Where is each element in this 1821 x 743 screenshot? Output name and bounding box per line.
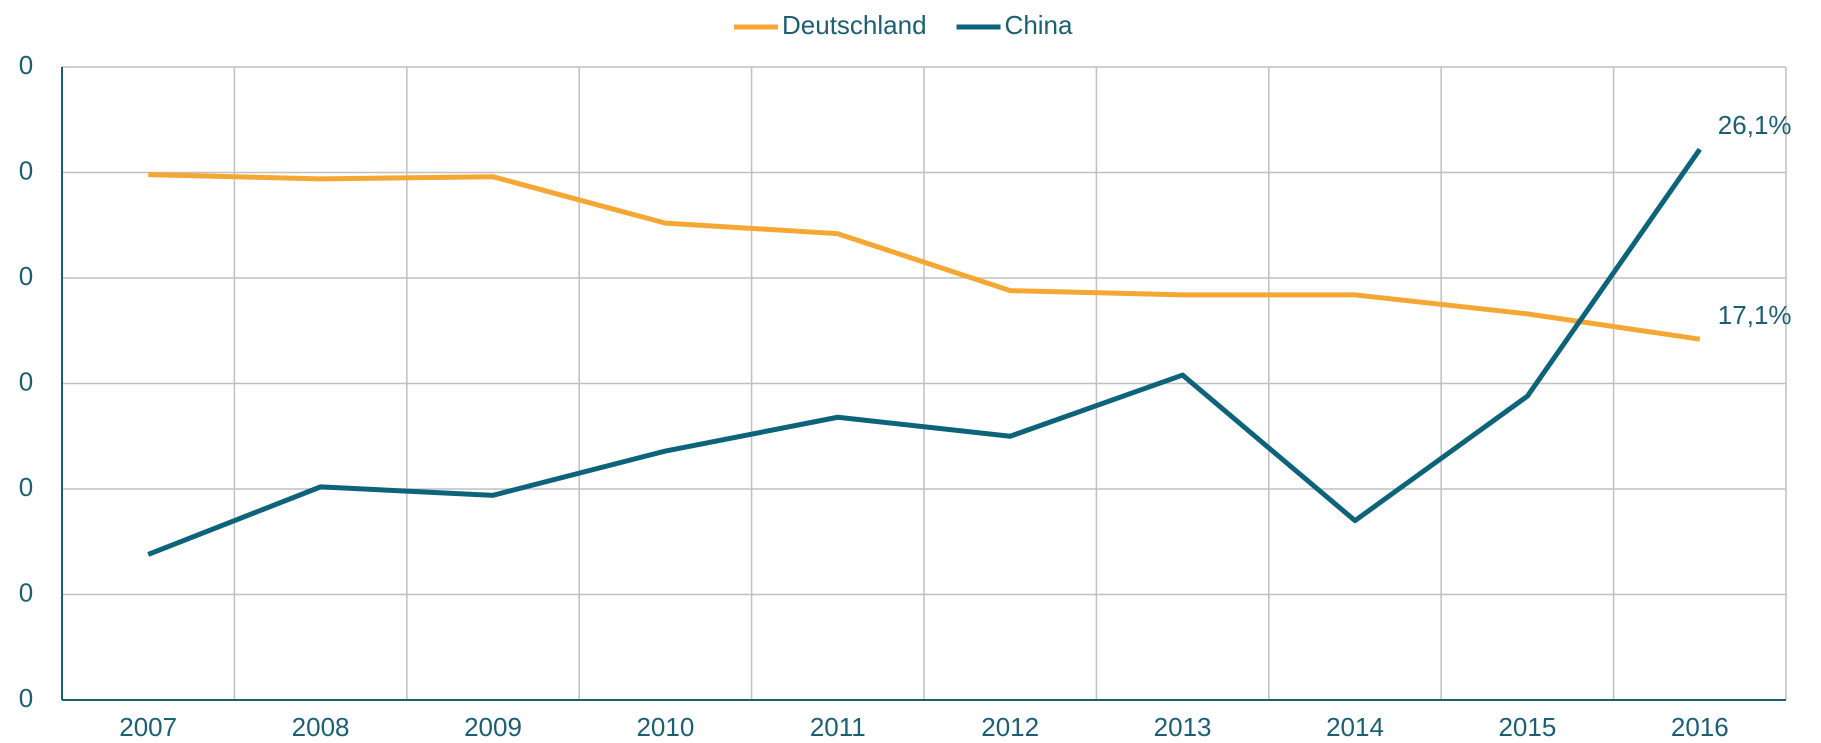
x-tick-label: 2011 xyxy=(810,712,866,742)
y-tick-label: 0 xyxy=(19,155,33,185)
y-tick-label: 0 xyxy=(19,366,33,396)
line-series xyxy=(147,147,1702,557)
y-tick-label: 0 xyxy=(19,261,33,291)
legend-label: Deutschland xyxy=(782,10,927,40)
legend-label: China xyxy=(1005,10,1073,40)
data-label: 17,1% xyxy=(1718,300,1792,330)
x-tick-label: 2015 xyxy=(1498,712,1556,742)
y-tick-label: 0 xyxy=(19,50,33,80)
x-tick-label: 2014 xyxy=(1326,712,1384,742)
line-series xyxy=(148,172,1701,342)
x-tick-label: 2013 xyxy=(1154,712,1212,742)
x-tick-label: 2007 xyxy=(119,712,177,742)
x-tick-label: 2012 xyxy=(981,712,1039,742)
x-tick-label: 2016 xyxy=(1671,712,1729,742)
y-tick-label: 0 xyxy=(19,577,33,607)
y-tick-label: 0 xyxy=(19,683,33,713)
y-tick-label: 0 xyxy=(19,472,33,502)
data-label: 26,1% xyxy=(1718,110,1792,140)
x-tick-label: 2008 xyxy=(292,712,350,742)
x-tick-label: 2010 xyxy=(636,712,694,742)
x-tick-label: 2009 xyxy=(464,712,522,742)
